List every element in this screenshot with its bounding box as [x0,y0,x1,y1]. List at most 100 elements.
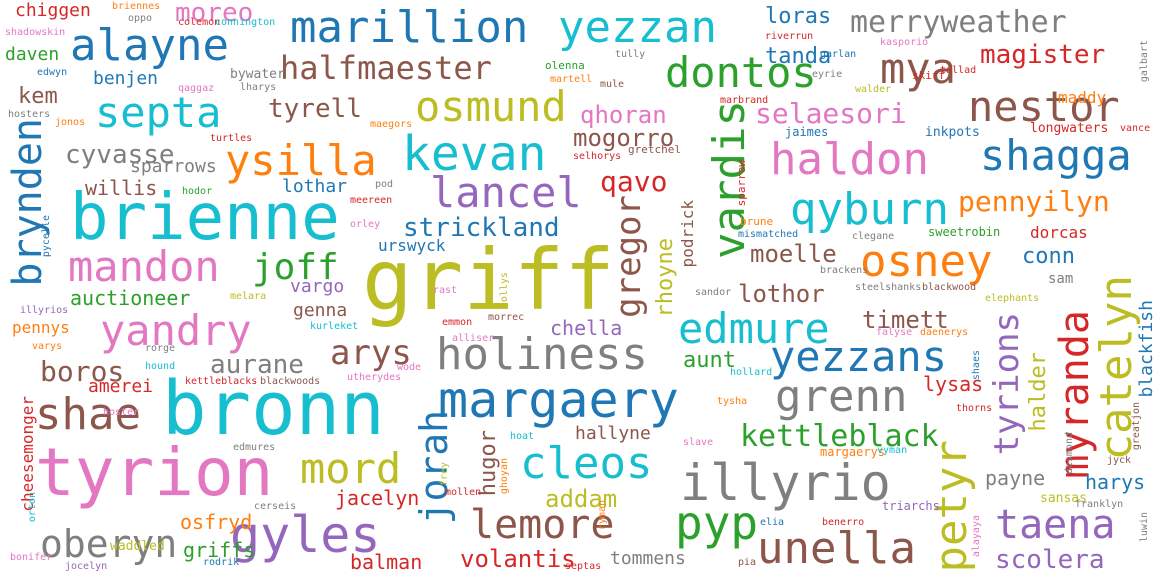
word-balman: balman [350,550,423,574]
word-morrec: morrec [488,312,525,323]
word-griffs: griffs [183,538,256,562]
word-moreo: moreo [175,0,254,28]
word-tysha: tysha [717,396,748,407]
word-skiff: skiff [912,69,946,82]
word-yezzan: yezzan [558,2,717,53]
word-dontos: dontos [665,48,817,97]
word-mollen: mollen [445,487,482,498]
word-genna: genna [293,300,348,321]
word-yezzans: yezzans [770,332,948,381]
word-vyman: vyman [877,445,908,456]
word-kettleblack: kettleblack [740,419,939,454]
word-shagga: shagga [980,131,1132,180]
word-utherydes: utherydes [347,372,402,383]
word-varys: varys [32,341,63,352]
word-rast: rast [433,285,458,296]
word-kem: kem [18,84,58,109]
word-brynden: brynden [5,118,51,287]
word-brune: brune [740,215,774,228]
word-kasporio: kasporio [880,37,929,48]
word-eyrie: eyrie [812,69,843,80]
word-tyrions: tyrions [987,312,1027,456]
word-lharys: lharys [240,82,277,93]
word-blackfish: blackfish [1136,300,1157,398]
word-cleos: cleos [520,438,653,489]
word-pennys: pennys [12,318,70,337]
word-hosters: hosters [8,109,51,120]
word-vance: vance [1120,123,1151,134]
word-edmures: edmures [233,442,276,453]
word-steelshanks: steelshanks [855,282,922,293]
word-ryman: ryman [597,500,608,531]
word-jaimes: jaimes [785,125,829,139]
word-brienne: brienne [70,181,340,255]
word-garlan: garlan [820,49,857,60]
word-daven: daven [5,44,60,65]
word-chella: chella [550,316,623,340]
word-jyck: jyck [1107,455,1132,466]
word-septa: septa [95,88,222,137]
word-alayne: alayne [70,20,229,71]
word-tanda: tanda [765,44,832,69]
word-tallad: tallad [940,65,977,76]
word-qavo: qavo [600,165,668,198]
word-mismatched: mismatched [738,229,799,240]
word-pia: pia [738,557,757,568]
word-maddy: maddy [1058,88,1107,107]
word-brackens: brackens [820,265,869,276]
word-elephants: elephants [985,293,1040,304]
word-desmond: desmond [1064,432,1075,475]
word-emmon: emmon [442,317,473,328]
word-hallyne: hallyne [575,423,651,444]
word-benjen: benjen [93,68,159,89]
word-sparrow: sparrow [735,160,748,207]
word-halfmaester: halfmaester [280,49,492,87]
word-chiggen: chiggen [15,0,91,21]
word-arys: arys [330,333,412,373]
word-rodrik: rodrik [203,557,240,568]
word-inkpots: inkpots [925,125,980,140]
word-pyp: pyp [675,496,759,550]
word-willis: willis [85,176,158,200]
word-alayaya: alayaya [971,515,982,558]
word-frey: frey [439,462,450,487]
word-aunt: aunt [683,348,736,373]
word-cerseis: cerseis [254,501,297,512]
word-bywater: bywater [230,67,285,82]
word-pycelle: pycelle [41,215,52,258]
word-olenna: olenna [545,59,585,72]
word-tyrell: tyrell [268,94,362,124]
word-slave: slave [683,437,714,448]
word-podrick: podrick [678,200,697,268]
word-haldon: haldon [770,134,929,185]
word-lothar: lothar [282,176,348,197]
word-margaery: margaery [438,371,679,429]
word-pod: pod [375,179,394,190]
word-colemon: colemon [178,17,221,28]
word-edwyn: edwyn [37,67,68,78]
word-payne: payne [985,466,1046,490]
word-holiness: holiness [436,329,648,380]
word-ghoyan: ghoyan [499,458,510,495]
word-timett: timett [862,306,949,334]
word-conn: conn [1022,244,1075,269]
word-urswyck: urswyck [378,236,446,255]
word-riverrun: riverrun [765,31,814,42]
word-bonifer: bonifer [10,552,53,563]
word-sam: sam [1048,271,1074,287]
word-vargo: vargo [290,276,345,297]
word-turtles: turtles [210,133,253,144]
word-clegane: clegane [852,231,895,242]
word-mandon: mandon [68,242,220,291]
word-gyles: gyles [230,506,381,564]
word-marillion: marillion [290,2,529,53]
word-joff: joff [252,247,339,288]
word-mule: mule [600,79,625,90]
word-oberyn: oberyn [40,522,178,566]
word-lancel: lancel [430,168,582,217]
word-kettleblacks: kettleblacks [185,376,258,387]
word-yandry: yandry [100,306,252,355]
word-sansas: sansas [1040,491,1087,506]
word-hugor: hugor [476,430,501,497]
